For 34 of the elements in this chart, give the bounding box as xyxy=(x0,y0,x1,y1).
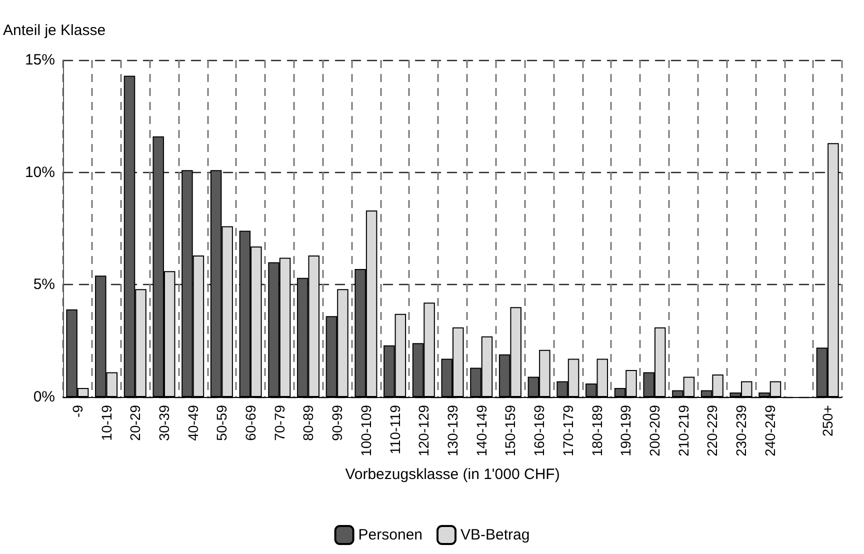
x-tick-label: 250+ xyxy=(820,405,836,437)
y-tick-label: 15% xyxy=(24,52,55,68)
x-tick-label: 30-39 xyxy=(156,404,172,441)
x-tick-label: 200-209 xyxy=(646,404,662,456)
x-tick-label: 150-159 xyxy=(502,404,518,456)
x-tick-label: 120-129 xyxy=(416,404,432,456)
x-tick-label: 140-149 xyxy=(473,404,490,456)
y-tick-label: 5% xyxy=(33,276,55,294)
y-tick-label: 0% xyxy=(33,388,55,406)
x-tick-label: 230-239 xyxy=(733,404,750,456)
x-tick-label: 90-99 xyxy=(329,404,346,441)
x-tick-label: 10-19 xyxy=(98,404,114,441)
x-tick-label: 110-119 xyxy=(386,404,403,454)
x-axis-title: Vorbezugsklasse (in 1'000 CHF) xyxy=(345,466,560,483)
x-tick-label: 100-109 xyxy=(358,404,374,456)
x-tick-label: 60-69 xyxy=(242,404,259,441)
x-tick-label: -9 xyxy=(69,404,86,418)
x-tick-label: 20-29 xyxy=(127,404,144,441)
x-tick-label: 160-169 xyxy=(531,404,548,456)
x-tick-label: 180-189 xyxy=(588,404,605,456)
x-tick-label: 190-199 xyxy=(618,404,634,456)
x-tick-label: 240-249 xyxy=(762,404,778,456)
x-tick-label: 80-89 xyxy=(300,404,316,441)
y-tick-label: 10% xyxy=(24,164,55,181)
legend-label: Personen xyxy=(358,526,423,544)
legend-label: VB-Betrag xyxy=(460,526,530,544)
x-tick-label: 50-59 xyxy=(214,404,230,441)
x-tick-label: 40-49 xyxy=(184,404,201,441)
x-tick-label: 70-79 xyxy=(271,404,288,441)
x-tick-label: 220-229 xyxy=(704,404,720,456)
x-tick-label: 130-139 xyxy=(444,404,460,456)
x-tick-label: 170-179 xyxy=(560,404,576,456)
x-tick-label: 210-219 xyxy=(675,404,692,456)
y-axis-title: Anteil je Klasse xyxy=(3,22,106,39)
